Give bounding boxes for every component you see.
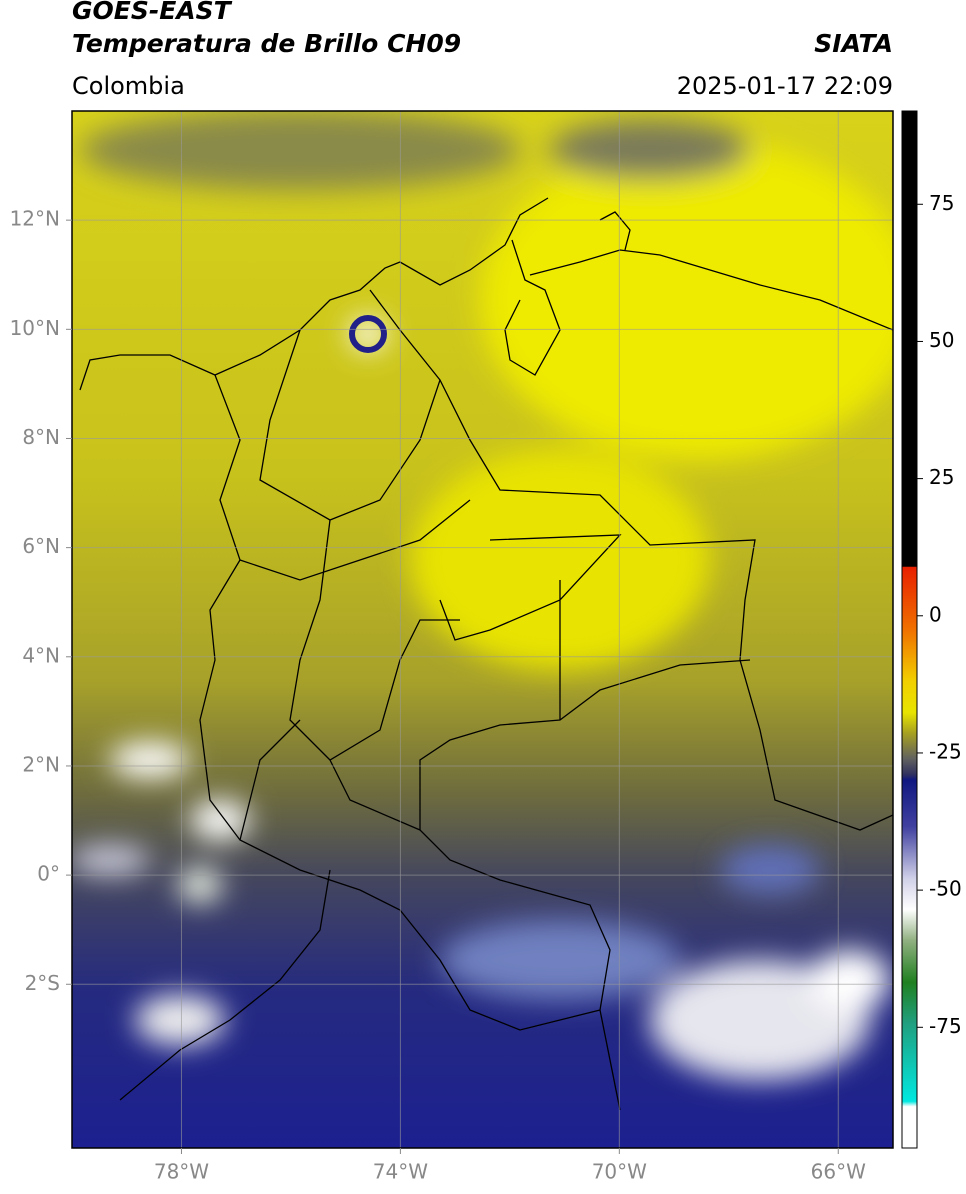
x-tick-label: 66°W: [811, 1160, 866, 1184]
title: GOES-EAST: [72, 0, 233, 25]
datetime: 2025-01-17 22:09: [677, 72, 893, 100]
colorbar-tick-label: -75: [929, 1014, 962, 1038]
map-frame: [71, 110, 894, 1149]
x-tick-label: 70°W: [592, 1160, 647, 1184]
colorbar-tick-label: 50: [929, 328, 954, 352]
y-tick-label: 10°N: [10, 316, 60, 340]
colorbar-tick-label: 75: [929, 191, 954, 215]
colorbar-tick-label: 0: [929, 602, 942, 626]
colorbar-tick-label: -50: [929, 877, 962, 901]
header: GOES-EAST Temperatura de Brillo CH09 SIA…: [72, 0, 893, 100]
x-tick-label: 74°W: [373, 1160, 428, 1184]
satellite-image: [72, 111, 893, 1148]
subtitle: Temperatura de Brillo CH09: [72, 29, 461, 58]
y-tick-label: 2°S: [25, 971, 60, 995]
colorbar-tick-label: 25: [929, 465, 954, 489]
grid: [72, 111, 893, 1148]
source: SIATA: [814, 29, 893, 58]
y-tick-label: 6°N: [22, 534, 60, 558]
colorbar-tick-label: -25: [929, 739, 962, 763]
y-tick-label: 2°N: [22, 752, 60, 776]
y-tick-label: 0°: [37, 862, 60, 886]
y-tick-label: 12°N: [10, 207, 60, 231]
y-tick-label: 8°N: [22, 425, 60, 449]
colorbar: [901, 110, 918, 1149]
y-tick-label: 4°N: [22, 643, 60, 667]
x-tick-label: 78°W: [154, 1160, 209, 1184]
region: Colombia: [72, 72, 185, 100]
